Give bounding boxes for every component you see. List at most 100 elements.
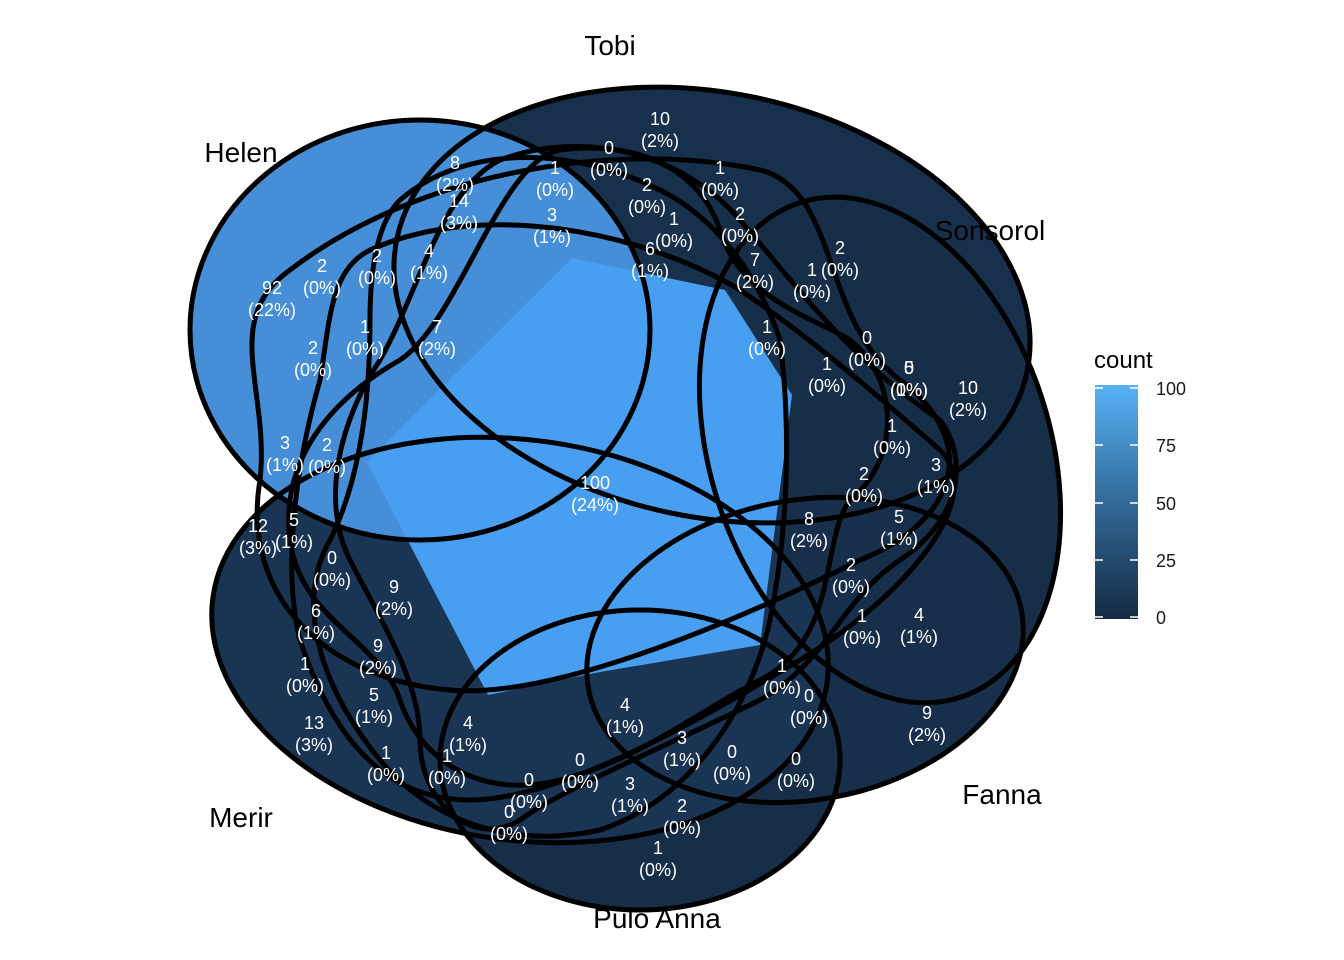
region-count: 4 bbox=[620, 695, 630, 715]
region-count: 5 bbox=[904, 358, 914, 378]
region-count: 7 bbox=[750, 250, 760, 270]
set-label-merir: Merir bbox=[209, 802, 273, 833]
region-count: 9 bbox=[373, 636, 383, 656]
region-count: 3 bbox=[547, 205, 557, 225]
region-percent: (0%) bbox=[873, 438, 911, 458]
region-count: 4 bbox=[463, 713, 473, 733]
set-outlines bbox=[187, 84, 1064, 913]
region-count: 0 bbox=[504, 802, 514, 822]
region-count: 0 bbox=[862, 328, 872, 348]
region-percent: (0%) bbox=[561, 772, 599, 792]
set-label-fanna: Fanna bbox=[962, 779, 1042, 810]
set-label-helen: Helen bbox=[204, 137, 277, 168]
region-count: 2 bbox=[372, 246, 382, 266]
region-percent: (0%) bbox=[890, 380, 928, 400]
region-percent: (3%) bbox=[239, 538, 277, 558]
set-label-tobi: Tobi bbox=[584, 30, 635, 61]
region-percent: (0%) bbox=[490, 824, 528, 844]
set-label-pulo-anna: Pulo Anna bbox=[593, 903, 721, 934]
region-percent: (1%) bbox=[890, 380, 928, 400]
inner-loop-3 bbox=[311, 155, 790, 839]
region-labels: 10(2%)0(0%)8(2%)1(0%)1(0%)2(0%)14(3%) 3(1… bbox=[239, 109, 987, 880]
region-count: 10 bbox=[958, 378, 978, 398]
region-percent: (1%) bbox=[355, 707, 393, 727]
region-count: 5 bbox=[289, 510, 299, 530]
region-percent: (0%) bbox=[367, 765, 405, 785]
region-count: 1 bbox=[807, 260, 817, 280]
region-percent: (1%) bbox=[631, 261, 669, 281]
set-helen-outline bbox=[187, 117, 653, 543]
region-count: 2 bbox=[859, 464, 869, 484]
region-count: 0 bbox=[604, 138, 614, 158]
region-percent: (1%) bbox=[917, 477, 955, 497]
inner-loop-5 bbox=[286, 145, 890, 788]
region-percent: (0%) bbox=[721, 226, 759, 246]
color-legend: count 100 75 50 25 0 bbox=[1094, 347, 1186, 628]
region-count: 7 bbox=[432, 317, 442, 337]
region-count: 2 bbox=[642, 175, 652, 195]
region-percent: (0%) bbox=[790, 708, 828, 728]
region-count: 6 bbox=[311, 601, 321, 621]
region-percent: (1%) bbox=[606, 717, 644, 737]
region-percent: (0%) bbox=[843, 628, 881, 648]
inner-loop-1 bbox=[249, 156, 952, 694]
region-count: 1 bbox=[360, 317, 370, 337]
region-percent: (0%) bbox=[313, 570, 351, 590]
region-percent: (24%) bbox=[571, 495, 619, 515]
region-percent: (0%) bbox=[628, 197, 666, 217]
region-percent: (1%) bbox=[449, 735, 487, 755]
region-percent: (2%) bbox=[436, 175, 474, 195]
region-count: 0 bbox=[804, 686, 814, 706]
region-percent: (22%) bbox=[248, 300, 296, 320]
region-percent: (0%) bbox=[748, 339, 786, 359]
region-percent: (0%) bbox=[793, 282, 831, 302]
region-percent: (0%) bbox=[510, 792, 548, 812]
region-count: 2 bbox=[846, 555, 856, 575]
region-count: 1 bbox=[669, 209, 679, 229]
region-count: 9 bbox=[389, 577, 399, 597]
region-count: 8 bbox=[804, 509, 814, 529]
legend-color-bar bbox=[1095, 385, 1138, 619]
region-percent: (0%) bbox=[346, 339, 384, 359]
region-percent: (2%) bbox=[908, 725, 946, 745]
region-count: 5 bbox=[369, 685, 379, 705]
legend-tick-label: 0 bbox=[1156, 608, 1166, 628]
region-percent: (3%) bbox=[440, 213, 478, 233]
region-percent: (0%) bbox=[821, 260, 859, 280]
region-count: 3 bbox=[280, 433, 290, 453]
region-count: 1 bbox=[381, 743, 391, 763]
center-region-fill bbox=[367, 258, 792, 695]
region-percent: (2%) bbox=[359, 658, 397, 678]
region-count: 4 bbox=[424, 241, 434, 261]
region-count: 1 bbox=[822, 354, 832, 374]
set-merir-outline bbox=[209, 434, 831, 846]
region-percent: (0%) bbox=[808, 376, 846, 396]
region-count: 1 bbox=[442, 746, 452, 766]
region-count: 13 bbox=[304, 713, 324, 733]
region-count: 0 bbox=[327, 548, 337, 568]
region-percent: (0%) bbox=[590, 160, 628, 180]
region-percent: (0%) bbox=[286, 676, 324, 696]
inner-loop-2 bbox=[289, 222, 957, 803]
set-names: Tobi Sonsorol Fanna Pulo Anna Merir Hele… bbox=[204, 30, 1045, 934]
region-percent: (2%) bbox=[375, 599, 413, 619]
region-count: 12 bbox=[248, 516, 268, 536]
inner-loop-4 bbox=[333, 144, 959, 832]
region-count: 4 bbox=[914, 605, 924, 625]
region-percent: (1%) bbox=[880, 529, 918, 549]
region-percent: (1%) bbox=[275, 532, 313, 552]
legend-tick-label: 75 bbox=[1156, 436, 1176, 456]
region-percent: (1%) bbox=[410, 263, 448, 283]
region-count: 1 bbox=[715, 158, 725, 178]
region-percent: (0%) bbox=[777, 771, 815, 791]
region-count: 0 bbox=[575, 750, 585, 770]
region-percent: (0%) bbox=[536, 180, 574, 200]
region-percent: (0%) bbox=[845, 486, 883, 506]
region-percent: (0%) bbox=[701, 180, 739, 200]
legend-tick-label: 25 bbox=[1156, 551, 1176, 571]
region-percent: (1%) bbox=[900, 627, 938, 647]
region-count: 10 bbox=[650, 109, 670, 129]
region-count: 1 bbox=[300, 654, 310, 674]
region-percent: (0%) bbox=[663, 818, 701, 838]
legend-tick-label: 100 bbox=[1156, 379, 1186, 399]
